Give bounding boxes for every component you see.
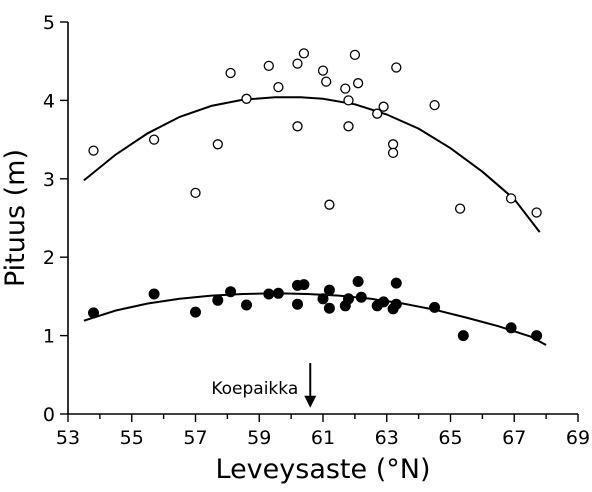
filled-circle-point [390, 277, 402, 289]
x-tick-label: 57 [183, 427, 207, 449]
filled-circle-point [272, 287, 284, 299]
filled-circle-point [429, 301, 441, 313]
open-circle-point [429, 99, 440, 111]
filled-circle-point [505, 322, 517, 334]
filled-circle-point [148, 288, 160, 300]
open-circle-point [324, 199, 335, 210]
open-circle-point [241, 93, 252, 104]
x-axis: 53 55 57 59 61 63 65 67 69 Leveysaste (°N) [56, 413, 590, 485]
filled-circle-point [241, 299, 252, 311]
filled-circle-point [298, 279, 310, 291]
filled-circle-point [225, 286, 237, 298]
open-circle-point [349, 49, 361, 61]
filled-circle-point [323, 284, 335, 296]
filled-circle-point [190, 306, 201, 318]
filled-circle-point [263, 288, 275, 300]
y-axis-title: Pituus (m) [0, 149, 31, 287]
open-circle-point [531, 207, 542, 218]
x-tick-label: 53 [56, 427, 80, 449]
open-circle-point [292, 58, 303, 69]
filled-circle-point [343, 293, 354, 305]
open-circle-point [298, 48, 310, 59]
open-circle-point [263, 60, 274, 72]
fit-curve-2 [83, 292, 547, 346]
open-circle-point [148, 134, 160, 145]
y-axis: 0 1 2 3 4 5 Pituus (m) [0, 12, 69, 426]
y-ticks: 0 1 2 3 4 5 [43, 12, 68, 426]
fit-curve-1 [83, 96, 541, 233]
open-circle-point [317, 65, 329, 76]
open-circle-point [190, 187, 201, 199]
annotation-arrowhead [304, 395, 317, 408]
filled-circle-point [531, 330, 543, 342]
x-tick-label: 67 [502, 427, 526, 449]
open-circle-point [212, 139, 223, 150]
y-tick-label: 1 [43, 326, 55, 348]
open-circle-point [454, 203, 466, 214]
plot-area [83, 48, 547, 346]
x-tick-label: 55 [120, 427, 144, 449]
x-tick-label: 61 [311, 427, 335, 449]
filled-circle-point [378, 296, 390, 308]
filled-circle-point [292, 298, 303, 310]
filled-circle-point [323, 302, 335, 314]
annotation-label: Koepaikka [211, 379, 298, 399]
filled-circle-point [317, 293, 329, 305]
x-tick-label: 65 [438, 427, 462, 449]
filled-circle-point [390, 298, 402, 310]
x-tick-label: 59 [247, 427, 271, 449]
open-circle-point [321, 76, 332, 87]
open-circle-point [343, 121, 354, 132]
annotation: Koepaikka [211, 363, 317, 408]
x-tick-label: 69 [566, 427, 590, 449]
filled-circle-point [88, 307, 99, 319]
filled-circle-point [355, 291, 367, 303]
x-axis-title: Leveysaste (°N) [216, 454, 431, 485]
y-tick-label: 0 [43, 404, 55, 426]
y-tick-label: 5 [43, 12, 55, 34]
open-circle-point [292, 121, 303, 132]
x-tick-label: 63 [375, 427, 399, 449]
open-circle-point [273, 81, 284, 93]
y-tick-label: 3 [43, 169, 55, 191]
x-ticks: 53 55 57 59 61 63 65 67 69 [56, 414, 590, 449]
filled-circle-point [352, 276, 364, 287]
open-circle-point [343, 95, 354, 106]
filled-circle-point [457, 330, 469, 342]
y-tick-label: 4 [43, 90, 55, 112]
y-tick-label: 2 [43, 247, 55, 269]
open-circle-point [225, 67, 236, 79]
open-circle-point [387, 139, 399, 150]
open-circle-point [372, 108, 383, 119]
open-circle-point [391, 62, 402, 73]
filled-circle-point [212, 294, 224, 306]
open-circle-point [387, 147, 399, 159]
open-circle-point [352, 78, 364, 89]
open-circle-point [378, 101, 389, 112]
open-circle-point [88, 145, 99, 156]
open-circle-point [340, 83, 351, 94]
open-circle-point [505, 193, 517, 204]
